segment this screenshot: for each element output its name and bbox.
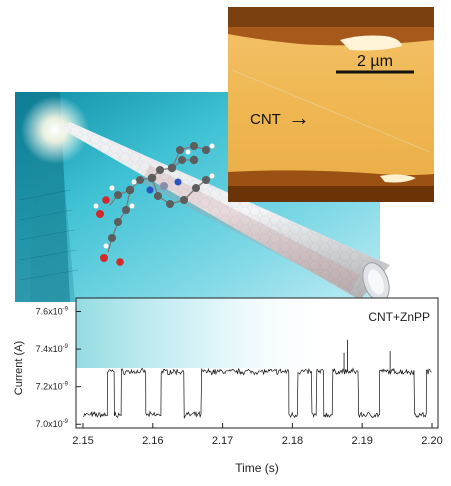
x-tick-label: 2.19 — [351, 435, 372, 447]
y-axis-label: Current (A) — [13, 341, 25, 395]
x-tick-label: 2.15 — [72, 435, 93, 447]
nanotube-illustration — [60, 122, 390, 302]
current-trace — [82, 367, 432, 419]
afm-inset: 2 µm CNT → — [228, 7, 434, 202]
scale-label: 2 µm — [357, 53, 393, 70]
plot-frame — [75, 297, 439, 429]
y-tick-label: 7.6x10-9 — [36, 307, 69, 317]
y-tick-label: 7.4x10-9 — [36, 344, 69, 354]
x-tick-label: 2.16 — [142, 435, 163, 447]
cnt-label: CNT — [250, 111, 281, 128]
cnt-arrow: → — [288, 105, 310, 130]
porphyrin-molecule — [93, 142, 215, 266]
y-tick-label: 7.2x10-9 — [36, 382, 69, 392]
y-tick-label: 7.0x10-9 — [36, 419, 69, 429]
chart-legend: CNT+ZnPP — [368, 310, 430, 324]
x-axis-label: Time (s) — [235, 461, 279, 475]
current-time-chart: 7.0x10-9 7.2x10-9 7.4x10-9 7.6x10-9 2.15 2.1… — [13, 297, 443, 475]
plot-wash — [76, 298, 336, 368]
x-tick-label: 2.17 — [212, 435, 233, 447]
x-tick-label: 2.18 — [282, 435, 303, 447]
x-tick-label: 2.20 — [421, 435, 442, 447]
